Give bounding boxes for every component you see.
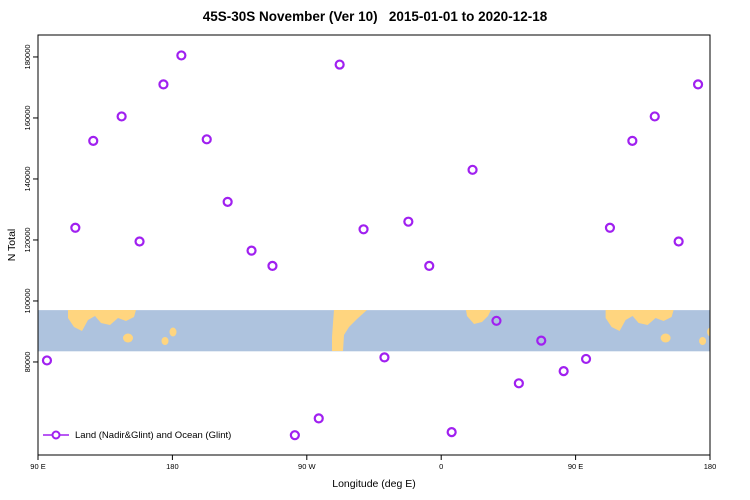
data-point [467,164,478,175]
data-point [558,366,569,377]
data-point [536,335,547,346]
land-new-zealand-north [169,327,177,337]
data-point [41,355,53,366]
y-tick-label: 160000 [23,105,32,130]
land-new-zealand-south [161,337,169,345]
data-point [267,260,278,271]
data-point [88,135,99,146]
y-tick-label: 120000 [23,227,32,252]
data-point [692,79,704,90]
x-tick-label: 180 [166,462,179,471]
data-point [289,430,300,441]
data-point [673,236,684,247]
data-point [513,378,524,389]
x-tick-label: 180 [704,462,717,471]
legend-label: Land (Nadir&Glint) and Ocean (Glint) [75,429,232,441]
data-point [176,50,187,61]
data-point [627,135,638,146]
y-tick-label: 140000 [23,166,32,191]
x-tick-label: 90 W [298,462,316,471]
world-map-ocean-band [38,310,710,352]
data-point [246,245,257,256]
data-point [201,134,212,145]
x-tick-label: 90 E [568,462,583,471]
data-point [358,224,369,235]
data-point [158,79,169,90]
land-africa [466,310,491,324]
data-point [334,59,345,70]
data-point [134,236,145,247]
world-map-land-shapes [68,310,491,351]
plot-area [38,50,710,441]
y-tick-label: 100000 [23,288,32,313]
land-south-america [332,310,367,351]
data-point [379,352,390,363]
data-point [446,427,457,438]
legend-marker-icon [43,430,69,440]
data-point [604,222,616,233]
plot-border [37,34,711,456]
data-point [313,413,324,424]
axes: 90 E 180 90 W 0 90 E 180 80000 100000 120000 1400… [23,44,716,471]
data-point [222,196,233,207]
data-point [403,216,414,227]
data-point [70,222,81,233]
legend: Land (Nadir&Glint) and Ocean (Glint) [42,429,231,441]
x-tick-label: 0 [439,462,443,471]
x-tick-label: 90 E [30,462,45,471]
data-point [649,111,660,122]
data-points [41,50,704,441]
land-tasmania [123,333,133,343]
land-australia [68,310,136,331]
data-point [491,315,502,326]
x-axis-title: Longitude (deg E) [332,478,416,490]
chart-title: 45S-30S November (Ver 10) 2015-01-01 to … [202,9,548,24]
data-point [424,260,435,271]
y-tick-label: 180000 [23,44,32,69]
data-point [580,353,592,365]
data-point [116,111,127,122]
y-tick-label: 80000 [23,352,32,373]
